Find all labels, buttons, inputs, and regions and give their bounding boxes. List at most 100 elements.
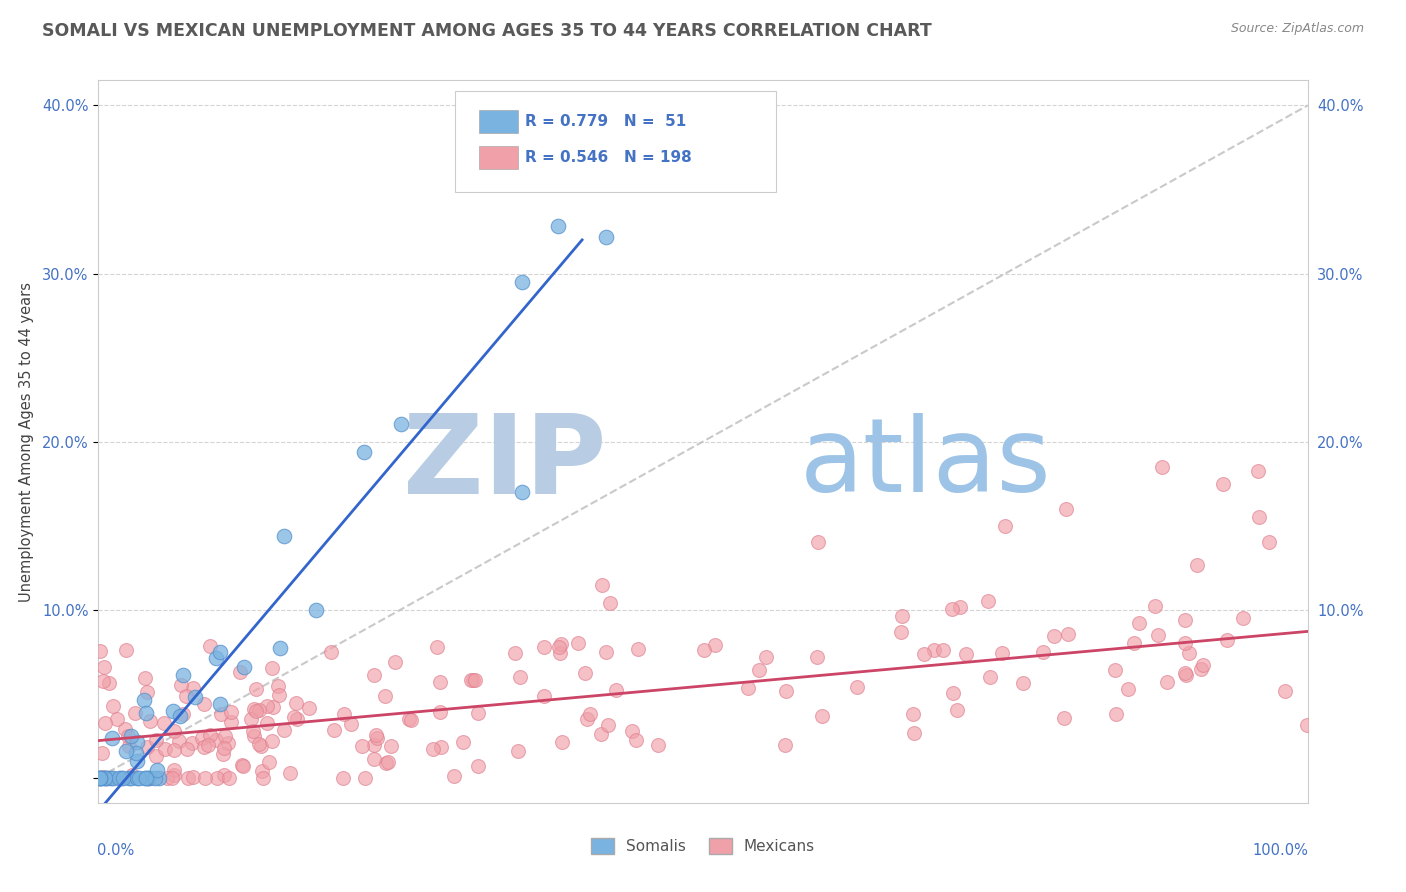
Point [197, 738, 219, 752]
Point [260, 661, 283, 675]
Point [141, 771, 163, 785]
Point [245, 704, 267, 718]
Point [267, 688, 290, 702]
Point [181, 736, 204, 750]
Point [162, 704, 184, 718]
Point [127, 771, 149, 785]
Point [891, 609, 914, 624]
Point [467, 758, 489, 772]
Point [93, 660, 115, 674]
Point [273, 529, 295, 543]
Point [1122, 635, 1144, 649]
Point [374, 756, 396, 771]
Point [239, 712, 262, 726]
Point [135, 685, 157, 699]
Point [510, 276, 533, 290]
Point [124, 706, 146, 721]
Point [1247, 464, 1270, 478]
Point [389, 417, 412, 431]
Point [267, 679, 290, 693]
Point [143, 771, 166, 785]
Point [250, 764, 273, 778]
Point [426, 640, 449, 654]
Point [353, 445, 375, 459]
Point [994, 518, 1017, 533]
Point [278, 765, 301, 780]
Point [945, 702, 967, 716]
Point [692, 128, 714, 143]
Point [183, 690, 205, 705]
Point [591, 578, 613, 592]
Point [914, 647, 936, 661]
Point [806, 649, 828, 664]
Point [949, 599, 972, 614]
Point [1249, 510, 1271, 524]
Point [595, 230, 617, 244]
Point [810, 709, 832, 723]
Point [755, 650, 778, 665]
Point [333, 706, 356, 721]
Point [174, 690, 197, 704]
Point [134, 693, 156, 707]
Legend: Somalis, Mexicans: Somalis, Mexicans [585, 832, 821, 860]
Text: SOMALI VS MEXICAN UNEMPLOYMENT AMONG AGES 35 TO 44 YEARS CORRELATION CHART: SOMALI VS MEXICAN UNEMPLOYMENT AMONG AGE… [42, 22, 932, 40]
Point [156, 771, 179, 785]
Point [627, 642, 650, 657]
Point [125, 735, 148, 749]
Text: Source: ZipAtlas.com: Source: ZipAtlas.com [1230, 22, 1364, 36]
Point [1189, 662, 1212, 676]
Point [1104, 664, 1126, 678]
Point [134, 671, 156, 685]
Point [193, 740, 215, 755]
Point [247, 703, 270, 717]
Point [443, 769, 465, 783]
Point [94, 771, 117, 785]
Point [1056, 627, 1078, 641]
Point [1174, 636, 1197, 650]
Point [1147, 628, 1170, 642]
Point [91, 770, 114, 784]
Point [128, 771, 150, 785]
Point [550, 637, 572, 651]
Point [979, 670, 1001, 684]
Point [1215, 633, 1237, 648]
Point [1232, 611, 1254, 625]
Point [647, 738, 669, 752]
Point [232, 759, 254, 773]
Point [1043, 629, 1066, 643]
Text: 0.0%: 0.0% [97, 843, 135, 857]
Point [134, 771, 156, 785]
Point [177, 771, 200, 785]
Point [125, 754, 148, 768]
Point [194, 771, 217, 785]
Point [510, 485, 533, 500]
Point [242, 724, 264, 739]
Point [111, 771, 134, 785]
Point [567, 635, 589, 649]
Point [146, 763, 169, 777]
Point [148, 771, 170, 785]
Point [170, 678, 193, 692]
Point [384, 656, 406, 670]
Point [96, 771, 118, 785]
Point [363, 752, 385, 766]
Point [200, 639, 222, 653]
Point [94, 771, 117, 785]
Point [366, 729, 388, 743]
Point [198, 728, 221, 742]
Point [991, 647, 1014, 661]
Point [605, 682, 627, 697]
Point [105, 712, 128, 726]
Point [589, 727, 612, 741]
Point [163, 723, 186, 738]
Point [120, 771, 142, 785]
Point [977, 594, 1000, 608]
Point [1212, 476, 1234, 491]
Point [574, 665, 596, 680]
Point [332, 771, 354, 785]
Point [163, 764, 186, 778]
Point [931, 643, 953, 657]
Point [547, 219, 569, 234]
Point [363, 738, 385, 752]
Point [260, 734, 283, 748]
